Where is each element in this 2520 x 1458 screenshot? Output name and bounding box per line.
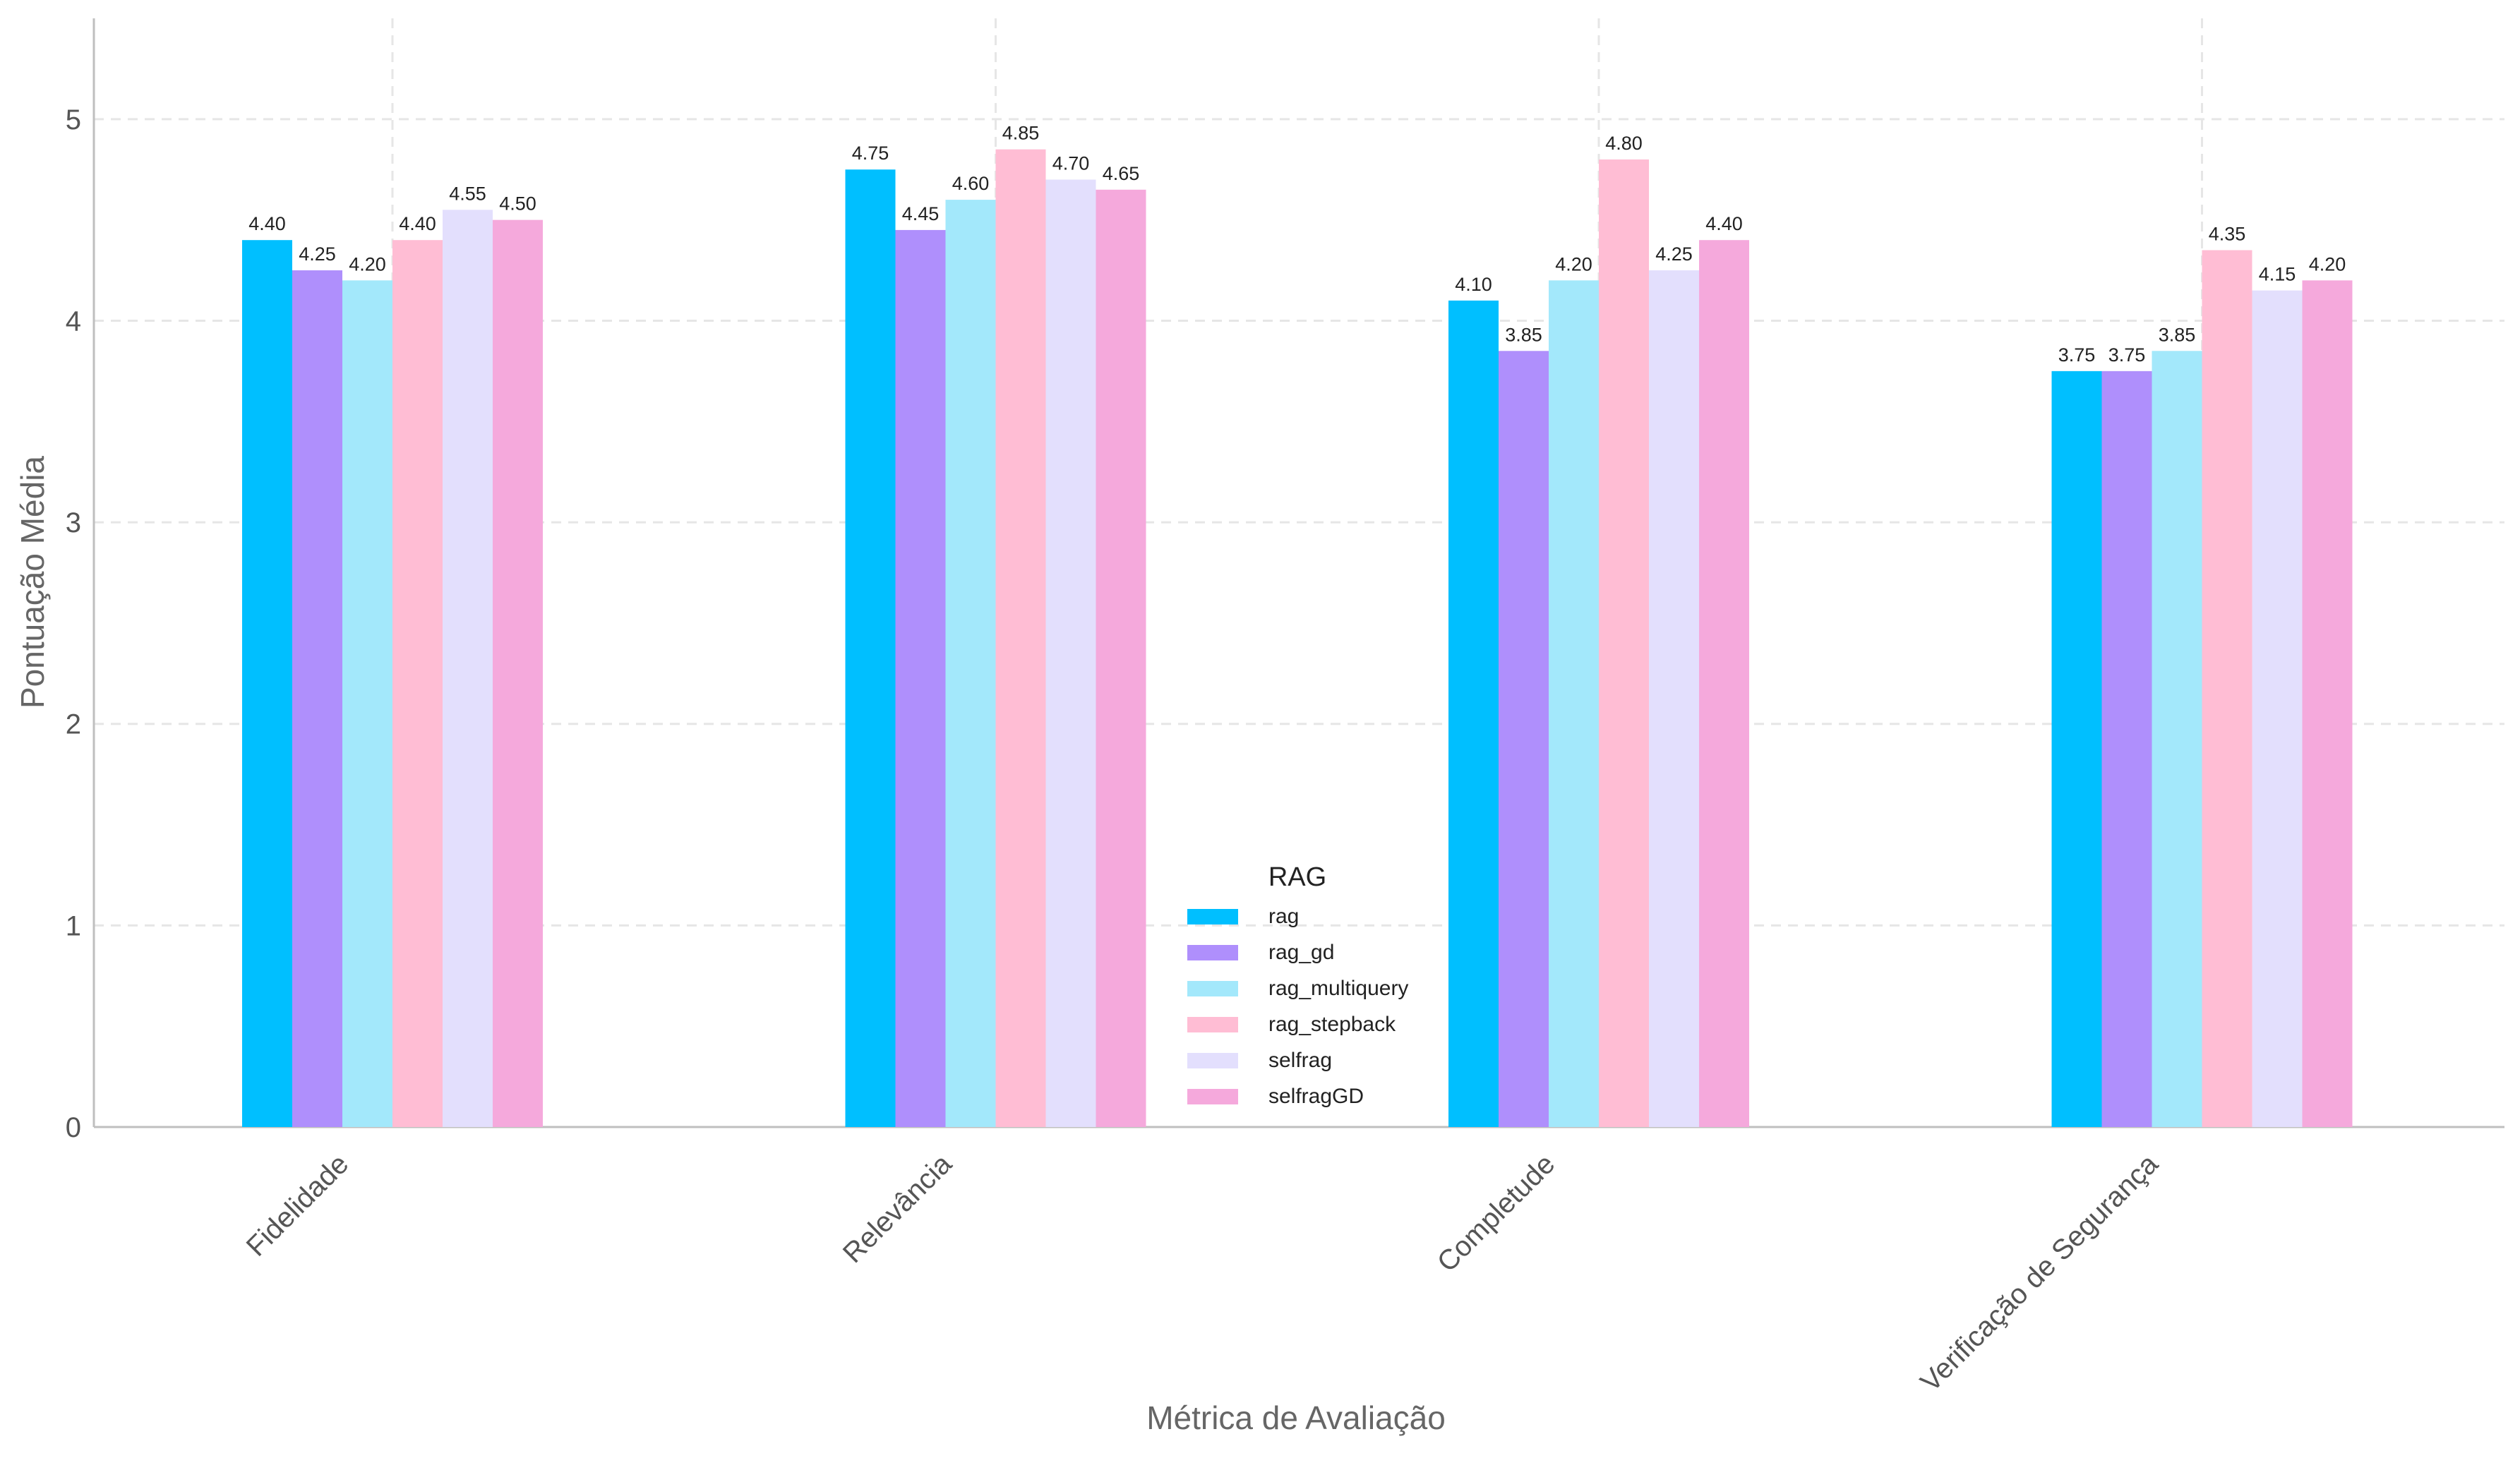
y-tick-label: 4 (66, 306, 81, 337)
bar (2202, 250, 2252, 1127)
x-axis-ticks: Fidelidade Relevância Completude Verificaçã… (241, 1148, 2165, 1398)
data-label: 4.85 (1002, 123, 1040, 144)
x-tick-label: Completude (1432, 1148, 1561, 1278)
bar (1699, 240, 1749, 1128)
bar (2302, 280, 2353, 1127)
data-label: 4.25 (1655, 243, 1693, 265)
data-label: 4.25 (299, 243, 336, 265)
x-tick-label: Relevância (837, 1148, 959, 1270)
legend-title: RAG (1268, 862, 1326, 892)
bar (292, 270, 342, 1128)
bar (845, 169, 896, 1127)
data-label: 3.85 (2159, 324, 2196, 345)
y-tick-label: 1 (66, 910, 81, 941)
data-label: 4.50 (499, 193, 536, 215)
data-label: 4.40 (399, 213, 436, 234)
series-rag_stepback (392, 149, 2252, 1128)
data-label: 4.20 (2309, 253, 2346, 275)
y-tick-label: 3 (66, 507, 81, 538)
data-labels: 4.40 4.75 4.10 3.75 4.25 4.45 3.85 3.75 4.20 4.60… (248, 123, 2346, 366)
data-label: 4.40 (1705, 213, 1743, 234)
data-label: 3.75 (2108, 344, 2146, 366)
bars (242, 149, 2353, 1128)
series-rag_gd (292, 229, 2152, 1128)
data-label: 4.40 (248, 213, 286, 234)
y-tick-label: 0 (66, 1112, 81, 1143)
bar (392, 240, 443, 1128)
bar (1599, 159, 1649, 1128)
y-tick-label: 2 (66, 709, 81, 740)
bar (342, 280, 392, 1127)
legend-swatch (1187, 981, 1238, 996)
bar (493, 219, 543, 1127)
data-label: 4.80 (1605, 133, 1643, 154)
bar (2051, 370, 2102, 1127)
bar (1045, 179, 1096, 1128)
data-label: 3.75 (2058, 344, 2096, 366)
bar (443, 210, 493, 1128)
legend-swatch (1187, 1017, 1238, 1032)
data-label: 4.65 (1103, 163, 1140, 184)
data-label: 4.55 (449, 183, 486, 204)
data-label: 3.85 (1505, 324, 1542, 345)
data-label: 4.20 (1555, 253, 1592, 275)
legend-label: selfragGD (1268, 1085, 1364, 1108)
data-label: 4.45 (902, 203, 940, 224)
legend: RAG rag rag_gd rag_multiquery rag_stepbacks… (1187, 862, 1408, 1108)
legend-label: selfrag (1268, 1049, 1332, 1072)
series-selfrag (443, 179, 2303, 1128)
bar (1448, 300, 1499, 1128)
data-label: 4.70 (1052, 153, 1090, 174)
bar (2101, 370, 2152, 1127)
series-rag_multiquery (342, 200, 2202, 1127)
bar (242, 240, 292, 1128)
series-rag (242, 169, 2102, 1128)
legend-label: rag (1268, 905, 1299, 928)
bar (1649, 270, 1699, 1128)
legend-label: rag_stepback (1268, 1013, 1396, 1036)
y-tick-label: 5 (66, 104, 81, 135)
bar (2252, 290, 2303, 1127)
data-label: 4.75 (852, 143, 889, 164)
bar (895, 229, 946, 1127)
x-axis-title: Métrica de Avaliação (1146, 1399, 1446, 1436)
bar (2152, 351, 2202, 1127)
y-axis-ticks: 0 1 2 3 4 5 (66, 104, 81, 1143)
y-axis-title: Pontuação Média (14, 456, 51, 709)
bar (1549, 280, 1599, 1127)
legend-swatch (1187, 945, 1238, 960)
data-label: 4.20 (349, 253, 386, 275)
data-label: 4.15 (2259, 264, 2296, 285)
legend-swatch (1187, 909, 1238, 924)
series-selfragGD (493, 189, 2353, 1128)
legend-label: rag_multiquery (1268, 977, 1408, 1000)
bar (945, 200, 996, 1127)
x-tick-label: Fidelidade (241, 1148, 355, 1263)
data-label: 4.60 (952, 173, 990, 194)
x-tick-label: Verificação de Segurança (1914, 1148, 2164, 1398)
data-label: 4.10 (1455, 274, 1492, 295)
bar (1499, 351, 1549, 1127)
bar (995, 149, 1046, 1128)
legend-label: rag_gd (1268, 941, 1334, 964)
legend-swatch (1187, 1089, 1238, 1104)
legend-swatch (1187, 1053, 1238, 1068)
data-label: 4.35 (2209, 223, 2246, 244)
bar (1096, 189, 1146, 1128)
